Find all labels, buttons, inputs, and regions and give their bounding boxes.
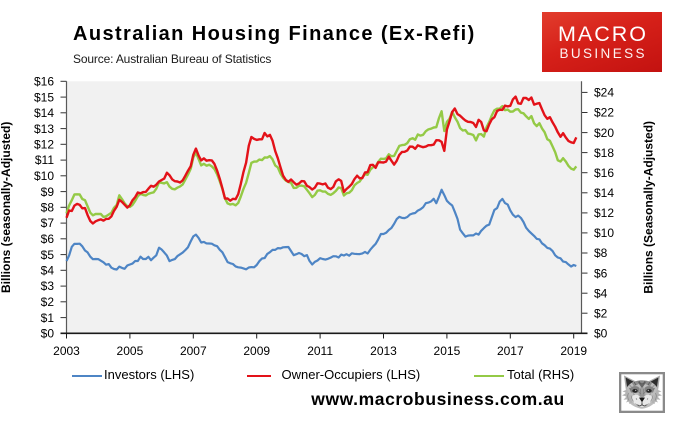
svg-text:$8: $8 xyxy=(41,201,55,215)
svg-text:$5: $5 xyxy=(41,248,55,262)
svg-text:$12: $12 xyxy=(594,206,614,220)
svg-text:2011: 2011 xyxy=(307,344,333,358)
svg-text:$15: $15 xyxy=(34,90,54,104)
svg-text:$6: $6 xyxy=(594,266,608,280)
svg-text:$0: $0 xyxy=(594,327,608,341)
svg-text:$1: $1 xyxy=(41,311,55,325)
svg-text:$14: $14 xyxy=(594,186,614,200)
svg-text:2007: 2007 xyxy=(180,344,207,358)
svg-text:$2: $2 xyxy=(41,295,55,309)
svg-text:$10: $10 xyxy=(34,169,54,183)
svg-text:$10: $10 xyxy=(594,226,614,240)
svg-text:$18: $18 xyxy=(594,146,614,160)
svg-text:2017: 2017 xyxy=(497,344,524,358)
svg-text:$4: $4 xyxy=(594,286,608,300)
svg-text:2015: 2015 xyxy=(434,344,461,358)
svg-text:$2: $2 xyxy=(594,306,608,320)
svg-text:$8: $8 xyxy=(594,246,608,260)
svg-text:2005: 2005 xyxy=(117,344,144,358)
svg-text:$6: $6 xyxy=(41,232,55,246)
svg-text:$24: $24 xyxy=(594,86,614,100)
svg-text:$16: $16 xyxy=(34,75,54,89)
svg-text:$22: $22 xyxy=(594,106,614,120)
svg-text:$20: $20 xyxy=(594,126,614,140)
svg-text:$11: $11 xyxy=(35,153,54,167)
svg-text:$0: $0 xyxy=(41,327,55,341)
svg-text:$3: $3 xyxy=(41,279,55,293)
svg-text:2009: 2009 xyxy=(243,344,270,358)
svg-text:$16: $16 xyxy=(594,166,614,180)
svg-text:$14: $14 xyxy=(34,106,54,120)
svg-text:2003: 2003 xyxy=(53,344,80,358)
svg-text:2013: 2013 xyxy=(370,344,397,358)
svg-text:Billions (Seasonally-Adjusted): Billions (Seasonally-Adjusted) xyxy=(642,121,656,294)
svg-text:$12: $12 xyxy=(34,138,54,152)
svg-text:Billions (seasonally-Adjusted): Billions (seasonally-Adjusted) xyxy=(0,122,13,293)
svg-text:$4: $4 xyxy=(41,264,55,278)
svg-text:$9: $9 xyxy=(41,185,55,199)
svg-text:$13: $13 xyxy=(34,122,54,136)
svg-text:2019: 2019 xyxy=(560,344,587,358)
svg-text:$7: $7 xyxy=(41,216,55,230)
